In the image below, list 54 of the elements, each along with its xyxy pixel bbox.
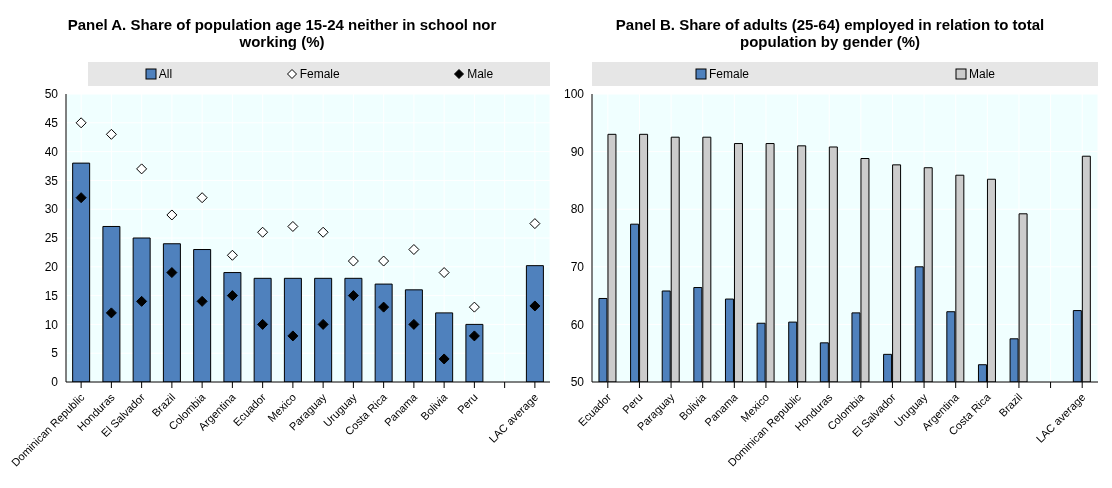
y-tick-label: 30 bbox=[44, 202, 59, 217]
y-tick-label: 10 bbox=[44, 317, 59, 332]
point bbox=[75, 117, 87, 129]
point bbox=[105, 128, 117, 140]
point bbox=[438, 353, 450, 365]
legend-label: Male bbox=[968, 67, 995, 81]
point bbox=[347, 255, 359, 267]
point bbox=[196, 295, 208, 307]
point bbox=[408, 318, 420, 330]
y-tick-label: 100 bbox=[563, 87, 585, 102]
point bbox=[408, 244, 420, 256]
point bbox=[257, 318, 269, 330]
point bbox=[226, 249, 238, 261]
legend-label: All bbox=[157, 67, 173, 81]
point bbox=[317, 318, 329, 330]
y-tick-label: 20 bbox=[44, 260, 59, 275]
point bbox=[196, 192, 208, 204]
point bbox=[468, 330, 480, 342]
y-tick-label: 15 bbox=[44, 288, 59, 303]
point bbox=[317, 226, 329, 238]
point bbox=[257, 226, 269, 238]
point bbox=[287, 220, 299, 232]
point bbox=[378, 301, 390, 313]
point bbox=[75, 192, 87, 204]
point bbox=[166, 209, 178, 221]
point bbox=[438, 267, 450, 279]
y-tick-label: 50 bbox=[44, 87, 59, 102]
point bbox=[136, 163, 148, 175]
point bbox=[226, 290, 238, 302]
y-tick-label: 80 bbox=[570, 202, 585, 217]
y-tick-label: 35 bbox=[44, 173, 59, 188]
y-tick-label: 50 bbox=[570, 375, 585, 390]
legend-label: Male bbox=[466, 67, 494, 81]
y-tick-label: 40 bbox=[44, 144, 59, 159]
point bbox=[136, 295, 148, 307]
y-tick-label: 25 bbox=[44, 231, 59, 246]
point bbox=[105, 307, 117, 319]
y-tick-label: 45 bbox=[44, 116, 59, 131]
point bbox=[287, 330, 299, 342]
chart-title: Panel A. Share of population age 15-24 neither in school nor working (%) bbox=[66, 15, 498, 52]
y-tick-label: 90 bbox=[570, 144, 585, 159]
y-tick-label: 60 bbox=[570, 317, 585, 332]
legend-label: Female bbox=[298, 67, 340, 81]
legend-label: Female bbox=[708, 67, 749, 81]
y-tick-label: 5 bbox=[51, 346, 59, 361]
point bbox=[529, 218, 541, 230]
point bbox=[468, 301, 480, 313]
y-tick-label: 70 bbox=[570, 260, 585, 275]
point bbox=[378, 255, 390, 267]
point bbox=[166, 267, 178, 279]
chart-title: Panel B. Share of adults (25-64) employed in relation to total population by gender (%) bbox=[614, 15, 1046, 52]
point bbox=[529, 300, 541, 312]
y-tick-label: 0 bbox=[51, 375, 59, 390]
point bbox=[347, 290, 359, 302]
